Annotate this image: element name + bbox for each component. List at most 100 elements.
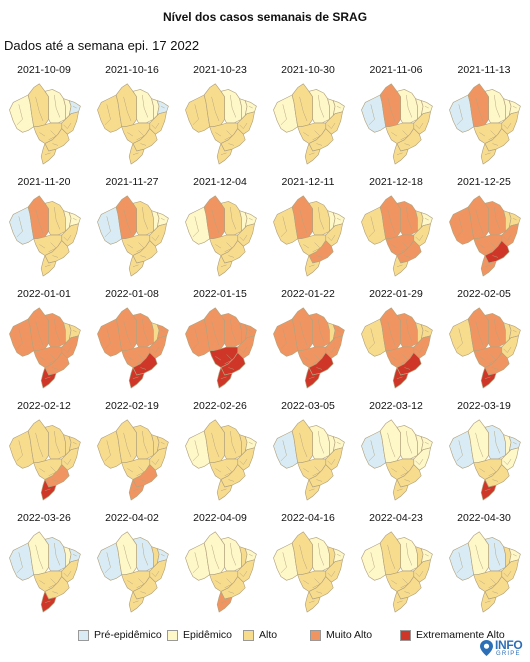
region-border — [415, 570, 424, 577]
region-border — [303, 580, 310, 585]
region-border — [52, 367, 59, 370]
region-border — [132, 600, 139, 603]
region-border — [160, 329, 165, 333]
region-border — [396, 488, 403, 491]
region-border — [230, 318, 237, 342]
region-border — [72, 329, 77, 333]
region-par- — [308, 313, 330, 348]
region-border — [503, 570, 512, 577]
region-border — [494, 94, 501, 118]
panel-date: 2022-03-12 — [369, 400, 423, 412]
region-border — [140, 143, 147, 146]
region-border — [160, 441, 165, 445]
region-border — [391, 132, 398, 137]
region-border — [140, 367, 147, 370]
region-sul — [128, 255, 145, 277]
map-panel: 2022-04-09 — [176, 508, 264, 626]
region-par- — [132, 89, 154, 124]
map-panel: 2022-02-26 — [176, 396, 264, 514]
region-border — [492, 143, 499, 146]
map-panel: 2021-11-20 — [0, 172, 88, 290]
region-border — [72, 105, 77, 109]
region-par- — [220, 313, 242, 348]
region-border — [16, 440, 23, 462]
region-border — [484, 264, 491, 267]
region-border — [512, 441, 517, 445]
map-panel: 2021-12-11 — [264, 172, 352, 290]
panel-date: 2022-01-08 — [105, 288, 159, 300]
region-border — [512, 217, 517, 221]
region-border — [52, 479, 59, 482]
region-par- — [484, 201, 506, 236]
region-border — [48, 130, 57, 141]
region-border — [404, 255, 411, 258]
region-border — [48, 354, 57, 365]
region-border — [224, 578, 233, 589]
region-sul — [304, 591, 321, 613]
region-sul — [480, 143, 497, 165]
region-border — [132, 264, 139, 267]
region-border — [63, 122, 72, 129]
legend-item: Muito Alto — [310, 627, 372, 643]
region-border — [211, 544, 220, 570]
legend-swatch — [78, 629, 89, 641]
region-border — [54, 206, 61, 230]
brazil-map — [97, 531, 169, 613]
region-border — [48, 578, 57, 589]
region-border — [415, 122, 424, 129]
region-border — [151, 570, 160, 577]
region-border — [299, 544, 308, 570]
region-border — [151, 122, 160, 129]
region-border — [400, 354, 409, 365]
region-border — [303, 244, 310, 249]
brazil-map — [273, 307, 345, 389]
location-pin-icon — [480, 640, 493, 656]
region-border — [44, 488, 51, 491]
brazil-map — [273, 531, 345, 613]
region-par- — [132, 425, 154, 460]
region-border — [400, 466, 409, 477]
map-panel: 2021-12-18 — [352, 172, 440, 290]
brazil-map — [273, 83, 345, 165]
region-border — [316, 479, 323, 482]
region-par- — [308, 89, 330, 124]
region-border — [299, 208, 308, 234]
region-border — [404, 367, 411, 370]
region-border — [406, 542, 413, 566]
region-border — [44, 264, 51, 267]
region-border — [35, 320, 44, 346]
region-par- — [44, 89, 66, 124]
region-border — [104, 552, 111, 574]
panel-date: 2021-11-27 — [105, 176, 159, 188]
region-border — [456, 440, 463, 462]
legend-swatch — [167, 629, 178, 641]
region-sul — [304, 255, 321, 277]
region-sul — [216, 479, 233, 501]
region-border — [308, 376, 315, 379]
region-border — [312, 242, 321, 253]
brazil-map — [185, 419, 257, 501]
region-border — [142, 318, 149, 342]
panel-date: 2022-01-15 — [193, 288, 247, 300]
map-panel: 2022-02-19 — [88, 396, 176, 514]
region-border — [404, 479, 411, 482]
brazil-map — [9, 83, 81, 165]
panel-date: 2022-04-09 — [193, 512, 247, 524]
region-border — [387, 544, 396, 570]
region-border — [424, 217, 429, 221]
region-border — [391, 580, 398, 585]
brazil-map — [361, 419, 433, 501]
panel-date: 2021-11-06 — [369, 64, 423, 76]
map-panel: 2022-04-16 — [264, 508, 352, 626]
region-border — [475, 96, 484, 122]
region-border — [327, 122, 336, 129]
infogripe-logo: INFO GRIPE — [480, 638, 528, 662]
region-border — [336, 553, 341, 557]
map-panel: 2022-03-19 — [440, 396, 528, 514]
region-par- — [484, 313, 506, 348]
region-border — [63, 346, 72, 353]
region-border — [318, 94, 325, 118]
region-border — [484, 488, 491, 491]
panel-date: 2022-02-19 — [105, 400, 159, 412]
panel-date: 2022-01-29 — [369, 288, 423, 300]
